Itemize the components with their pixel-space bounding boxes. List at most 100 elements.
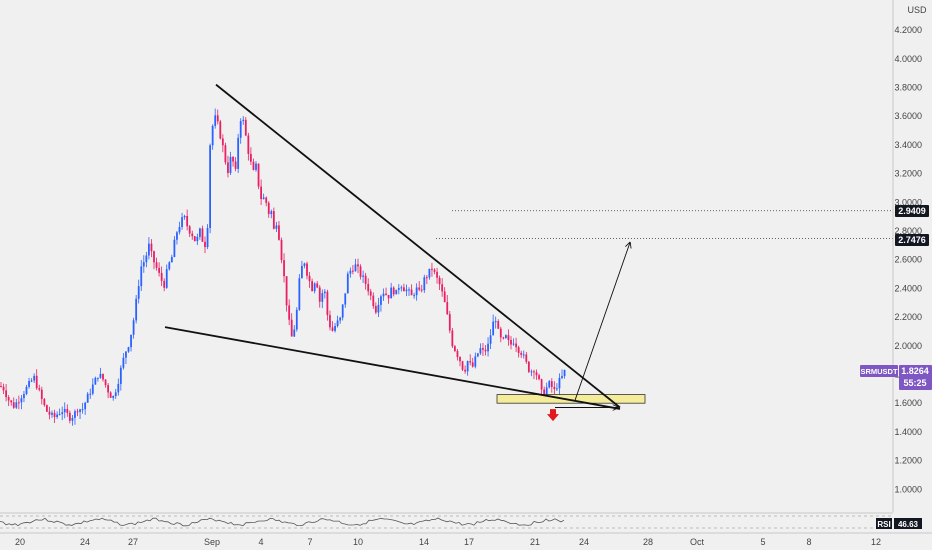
candle xyxy=(471,362,474,367)
candle xyxy=(127,347,130,352)
candle xyxy=(214,115,217,126)
candle xyxy=(313,283,316,292)
candle xyxy=(158,267,160,273)
candle xyxy=(349,270,352,274)
trend-line[interactable] xyxy=(215,83,621,409)
x-tick-label: 12 xyxy=(871,537,881,547)
candle xyxy=(12,402,15,408)
price-badge xyxy=(899,365,932,390)
candle xyxy=(431,268,433,270)
candle xyxy=(489,335,492,344)
y-tick-label: 2.0000 xyxy=(894,341,922,351)
candle xyxy=(255,163,257,170)
candle xyxy=(267,202,270,215)
candle xyxy=(497,321,500,329)
candle xyxy=(232,156,234,162)
candle xyxy=(303,263,306,266)
trend-line[interactable] xyxy=(164,326,621,410)
candle xyxy=(25,386,28,395)
projection-arrow[interactable] xyxy=(574,242,630,401)
candle xyxy=(466,361,469,372)
x-tick-label: 24 xyxy=(579,537,589,547)
candle xyxy=(512,343,515,345)
drawings-layer[interactable] xyxy=(164,83,646,422)
candle xyxy=(38,388,41,390)
candle xyxy=(46,405,48,412)
symbol-badge-text: SRMUSDT xyxy=(860,367,898,376)
candle xyxy=(380,296,382,305)
candle xyxy=(142,262,145,267)
candle xyxy=(563,369,566,377)
support-zone[interactable] xyxy=(496,394,646,404)
candle xyxy=(308,275,311,282)
candle xyxy=(132,320,135,335)
candle xyxy=(283,260,285,277)
candle xyxy=(99,373,102,378)
candle xyxy=(530,371,533,373)
candle xyxy=(40,389,43,400)
candle xyxy=(262,197,265,200)
countdown-text: 55:25 xyxy=(903,378,926,388)
candle xyxy=(219,121,222,139)
candle xyxy=(482,348,484,350)
candle xyxy=(160,272,163,281)
candle xyxy=(454,346,456,352)
candle xyxy=(474,356,477,367)
candle xyxy=(543,389,546,395)
candle xyxy=(344,293,347,305)
candle xyxy=(278,225,280,240)
candle xyxy=(331,327,334,331)
candle xyxy=(227,162,229,173)
candle xyxy=(288,305,291,320)
y-tick-label: 3.8000 xyxy=(894,83,922,93)
candle xyxy=(392,287,395,295)
candle xyxy=(119,367,122,384)
candle xyxy=(367,283,370,292)
candle xyxy=(91,384,94,394)
candle xyxy=(487,343,489,352)
y-tick-label: 2.6000 xyxy=(894,255,922,265)
candle xyxy=(374,306,377,313)
candle xyxy=(354,264,357,272)
rsi-pane xyxy=(0,512,893,529)
candle xyxy=(441,284,444,292)
candle xyxy=(438,277,441,285)
candle xyxy=(10,400,13,403)
price-plot[interactable] xyxy=(0,108,893,426)
candle xyxy=(346,273,349,294)
candle xyxy=(359,266,362,277)
candle xyxy=(280,239,283,261)
candle xyxy=(74,411,76,418)
candle xyxy=(30,380,33,382)
candle xyxy=(237,137,240,169)
price-axis[interactable]: 4.2000 4.0000 3.8000 3.6000 3.4000 3.2000 3.00… xyxy=(892,0,922,512)
y-tick-label: 3.0000 xyxy=(894,197,922,207)
y-tick-label: 2.4000 xyxy=(894,283,922,293)
candle xyxy=(469,361,472,363)
candle xyxy=(408,289,410,291)
x-tick-label: 21 xyxy=(530,537,540,547)
candle xyxy=(275,225,278,229)
candle xyxy=(533,371,535,373)
candle xyxy=(48,411,51,415)
candle xyxy=(81,409,84,411)
y-tick-label: 4.0000 xyxy=(894,54,922,64)
candle xyxy=(436,271,438,278)
candle xyxy=(122,357,125,368)
candle xyxy=(5,390,7,398)
candle xyxy=(137,286,140,299)
candle xyxy=(334,326,336,331)
candle xyxy=(117,383,120,393)
x-tick-label: 20 xyxy=(15,537,25,547)
candle xyxy=(451,330,454,347)
candle xyxy=(517,347,520,353)
time-axis[interactable]: 20 24 27 Sep 4 7 10 14 17 21 24 28 Oct 5 8 12 xyxy=(0,532,932,547)
candle xyxy=(153,251,155,263)
candle xyxy=(316,283,319,288)
candle xyxy=(362,275,364,277)
candle xyxy=(410,289,413,296)
y-tick-label: 1.0000 xyxy=(894,484,922,494)
candle xyxy=(0,385,2,387)
y-tick-label: 1.4000 xyxy=(894,427,922,437)
